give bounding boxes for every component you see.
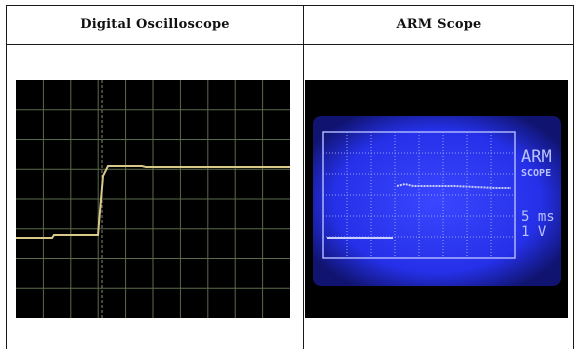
header-arm-scope: ARM Scope	[396, 17, 482, 32]
dso-trace	[16, 165, 290, 239]
dso-screen-image	[16, 80, 290, 318]
header-divider	[7, 44, 573, 45]
comparison-table: Digital Oscilloscope ARM Scope	[6, 5, 574, 349]
arm-scope-image: ARM SCOPE 5 ms 1 V	[305, 80, 568, 318]
arm-title-line1: ARM	[521, 147, 552, 167]
arm-scope-screen: ARM SCOPE 5 ms 1 V	[305, 80, 568, 318]
arm-title-line2: SCOPE	[521, 168, 551, 179]
arm-timebase: 5 ms	[521, 209, 555, 225]
dso-grid	[16, 80, 290, 318]
arm-volts: 1 V	[521, 224, 547, 240]
arm-lcd-backlight	[313, 116, 561, 286]
digital-oscilloscope-screen	[16, 80, 290, 318]
header-digital-oscilloscope: Digital Oscilloscope	[80, 17, 230, 32]
column-divider	[303, 6, 304, 349]
arm-trace-high	[396, 182, 511, 189]
